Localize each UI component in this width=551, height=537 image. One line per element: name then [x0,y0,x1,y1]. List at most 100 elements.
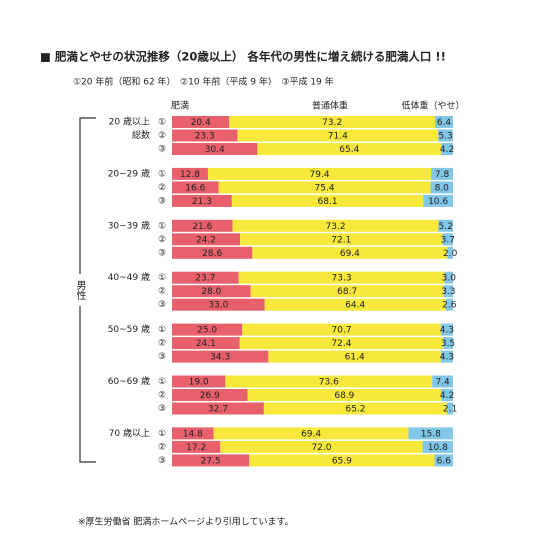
value-label: 70.7 [332,326,352,336]
category-label: ③ [158,404,166,414]
value-label: 3.0 [442,274,457,284]
bar-segment [172,181,219,194]
value-label: 28.6 [202,249,222,259]
bracket [79,117,96,463]
value-label: 17.2 [186,443,206,453]
value-label: 2.0 [443,249,458,259]
category-label: ③ [158,248,166,258]
group-label: 30~39 歳 [108,219,150,231]
value-label: 8.0 [435,183,450,193]
note: ※厚生労働省 肥満ホームページより引用しています。 [78,516,294,528]
bar-segment [263,402,448,415]
bar-segment [257,143,442,155]
bar-segment [434,454,453,467]
value-label: 65.4 [339,145,359,155]
value-label: 73.2 [326,222,346,232]
bar-segment [172,454,250,467]
bar-segment [423,194,453,207]
bar-segment [172,440,221,453]
bar-segment [422,440,453,453]
bar-segment [444,271,453,284]
bar-segment [172,233,241,246]
group-label: 70 歳以上 [109,427,150,439]
value-label: 72.4 [331,339,351,349]
bar-segment [430,181,453,194]
category-label: ③ [158,145,166,155]
value-label: 30.4 [205,145,225,155]
value-label: 26.9 [200,391,220,401]
value-label: 25.0 [197,326,217,336]
group-label: 50~59 歳 [108,323,150,335]
bar-segment [172,167,208,180]
value-label: 69.4 [301,429,321,439]
group-label: 20 歳以上 [109,116,150,128]
value-label: 23.7 [195,274,215,284]
category-label: ② [158,131,166,141]
bar-segment [172,337,240,350]
value-label: 4.3 [440,326,454,336]
value-label: 3.7 [441,235,455,245]
category-label: ③ [158,352,166,362]
value-label: 7.4 [435,378,450,388]
bar-segment [408,427,453,440]
value-label: 3.5 [441,339,455,349]
value-label: 27.5 [201,456,221,466]
bar-segment [240,233,443,246]
value-label: 16.6 [185,183,205,193]
bar-segment [172,427,214,440]
group-label: 40~49 歳 [108,271,150,283]
value-label: 7.8 [435,170,450,180]
bar-segment [172,194,232,207]
bar-segment [445,298,453,311]
category-label: ② [158,339,166,349]
value-label: 72.0 [311,443,331,453]
value-label: 12.8 [180,170,200,180]
bar-segment [435,116,453,128]
bar-segment [252,246,448,259]
bar-segment [443,337,453,350]
value-label: 4.2 [440,145,454,155]
value-label: 79.4 [310,170,330,180]
value-label: 28.0 [201,287,221,297]
bar-segment [172,246,253,259]
value-label: 10.8 [428,443,448,453]
bar-segment [438,219,453,232]
value-label: 2.1 [443,405,457,415]
bar-segment [441,389,453,401]
bar-segment [172,271,239,284]
bar-segment [443,285,453,298]
bar-segment [172,389,248,401]
value-label: 3.3 [441,287,455,297]
category-label: ③ [158,456,166,466]
bar-segment [250,285,444,298]
value-label: 73.6 [319,378,339,388]
side-label: 男性 [74,280,86,301]
category-label: ① [158,118,166,128]
bar-segment [225,375,433,388]
bar-segment [442,233,453,246]
value-label: 23.3 [195,132,215,142]
value-label: 32.7 [208,405,228,415]
bar-segment [172,402,264,415]
value-label: 61.4 [345,353,365,363]
legend-label: 肥満 [171,101,189,112]
bar-segment [172,219,233,232]
bar-segment [431,167,453,180]
value-label: 4.2 [440,391,454,401]
bar-segment [247,389,442,401]
group-label: 20~29 歳 [108,167,150,179]
value-label: 33.0 [208,301,228,311]
category-label: ① [158,169,166,179]
bar-segment [264,298,446,311]
value-label: 15.8 [421,429,441,439]
value-label: 4.3 [440,353,454,363]
bar-segment [432,375,453,388]
chart-title: ■ 肥満とやせの状況推移（20歳以上） 各年代の男性に増え続ける肥満人口 !! [40,50,446,64]
value-label: 21.6 [192,222,212,232]
bar-segment [232,219,439,232]
value-label: 73.3 [332,274,352,284]
bar-segment [237,129,439,142]
category-label: ① [158,325,166,335]
value-label: 68.9 [334,391,354,401]
